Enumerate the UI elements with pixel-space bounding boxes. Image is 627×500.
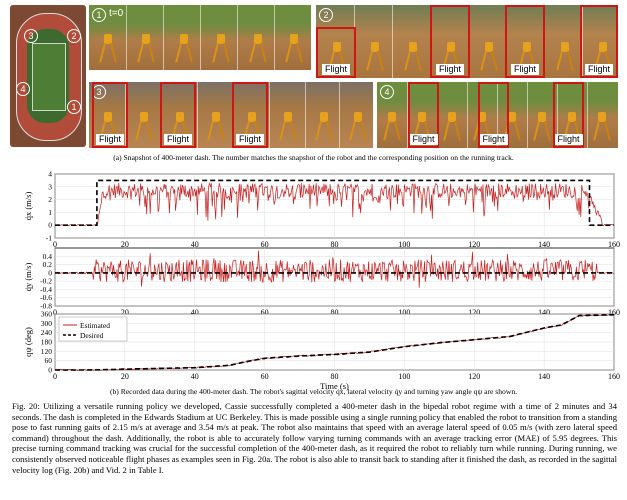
- flight-label: Flight: [435, 64, 465, 75]
- estimated-series-line: [54, 182, 615, 227]
- y-tick-label: 300: [41, 319, 53, 328]
- flight-label: Flight: [554, 134, 583, 145]
- x-tick-label: 0: [53, 240, 57, 249]
- desired-series-line: [55, 314, 615, 371]
- flight-box: Flight: [160, 82, 196, 148]
- flight-box: Flight: [478, 82, 509, 148]
- x-tick-label: 20: [121, 240, 129, 249]
- y-tick-label: 4: [48, 170, 52, 179]
- y-axis-label: qψ (deg): [23, 327, 33, 357]
- flight-label: Flight: [95, 134, 125, 145]
- x-tick-label: 80: [331, 372, 339, 381]
- x-tick-label: 120: [468, 372, 480, 381]
- flight-box: Flight: [430, 5, 470, 78]
- y-tick-label: -0.2: [40, 277, 52, 286]
- map-marker-4: 4: [16, 82, 30, 96]
- estimated-series-line: [54, 250, 615, 288]
- x-axis-label: Time (s): [320, 381, 349, 391]
- y-tick-label: 360: [41, 310, 53, 319]
- x-tick-label: 120: [468, 240, 480, 249]
- y-tick-label: 0.4: [43, 252, 53, 261]
- x-tick-label: 40: [191, 308, 199, 317]
- x-tick-label: 20: [121, 372, 129, 381]
- x-tick-label: 140: [538, 308, 550, 317]
- y-tick-label: 3: [48, 182, 52, 191]
- x-tick-label: 40: [191, 372, 199, 381]
- x-tick-label: 160: [608, 308, 620, 317]
- flight-box: Flight: [580, 5, 618, 78]
- y-axis-label: q̇x (m/s): [23, 192, 33, 221]
- flight-box: Flight: [232, 82, 268, 148]
- flight-label: Flight: [409, 134, 438, 145]
- flight-box: Flight: [92, 82, 128, 148]
- map-marker-3: 3: [24, 29, 38, 43]
- legend-label: Estimated: [80, 321, 110, 330]
- x-tick-label: 60: [261, 240, 269, 249]
- snapshot-panel-4: 4 Flight Flight Flight: [377, 82, 618, 148]
- x-tick-label: 20: [121, 308, 129, 317]
- y-tick-label: 60: [45, 356, 53, 365]
- legend-label: Desired: [80, 331, 104, 340]
- y-tick-label: 120: [41, 347, 53, 356]
- track-map: 3 2 4 1: [10, 5, 86, 147]
- map-marker-2: 2: [67, 29, 81, 43]
- flight-label: Flight: [510, 64, 540, 75]
- y-tick-label: 0.2: [43, 260, 53, 269]
- flight-box: Flight: [505, 5, 545, 78]
- flight-label: Flight: [235, 134, 265, 145]
- y-tick-label: 0: [48, 268, 52, 277]
- y-tick-label: 0: [48, 366, 52, 375]
- y-tick-label: 180: [41, 338, 53, 347]
- y-tick-label: -1: [46, 234, 52, 243]
- x-tick-label: 160: [608, 240, 620, 249]
- x-tick-label: 60: [261, 308, 269, 317]
- x-tick-label: 120: [468, 308, 480, 317]
- desired-series-line: [55, 179, 614, 227]
- x-tick-label: 0: [53, 308, 57, 317]
- panel-1-number: 1: [92, 8, 106, 22]
- flight-label: Flight: [321, 64, 351, 75]
- snapshot-panel-3: 3 Flight Flight Flight: [89, 82, 373, 148]
- x-tick-label: 40: [191, 240, 199, 249]
- x-tick-label: 160: [608, 372, 620, 381]
- panel-4-number: 4: [380, 85, 394, 99]
- y-tick-label: -0.4: [40, 285, 52, 294]
- x-tick-label: 80: [331, 240, 339, 249]
- figure-caption-paragraph: Fig. 20: Utilizing a versatile running p…: [12, 401, 617, 475]
- x-tick-label: 140: [538, 240, 550, 249]
- y-tick-label: 1: [48, 208, 52, 217]
- panel-1-time-label: t=0: [109, 8, 124, 19]
- flight-label: Flight: [479, 134, 508, 145]
- x-tick-label: 100: [398, 308, 410, 317]
- x-tick-label: 100: [398, 372, 410, 381]
- x-tick-label: 140: [538, 372, 550, 381]
- y-tick-label: -0.6: [40, 293, 52, 302]
- field-rect: [32, 43, 66, 111]
- flight-box: Flight: [553, 82, 584, 148]
- y-tick-label: 0: [48, 221, 52, 230]
- snapshot-panel-2: 2 Flight Flight Flight Flight: [316, 5, 618, 78]
- panel-2-number: 2: [319, 8, 333, 22]
- y-tick-label: 2: [48, 195, 52, 204]
- flight-box: Flight: [408, 82, 439, 148]
- chart-caption: (b) Recorded data during the 400-meter d…: [109, 387, 518, 396]
- y-tick-label: -0.8: [40, 302, 52, 311]
- y-tick-label: 240: [41, 328, 53, 337]
- x-tick-label: 60: [261, 372, 269, 381]
- x-tick-label: 100: [398, 240, 410, 249]
- legend-box: [58, 316, 128, 342]
- snapshot-panel-1: 1 t=0: [89, 5, 311, 70]
- snapshot-caption: (a) Snapshot of 400-meter dash. The numb…: [113, 153, 514, 162]
- map-marker-1: 1: [67, 100, 81, 114]
- x-tick-label: 0: [53, 372, 57, 381]
- x-tick-label: 80: [331, 308, 339, 317]
- flight-label: Flight: [163, 134, 193, 145]
- flight-box: Flight: [316, 27, 356, 78]
- y-axis-label: q̇y (m/s): [23, 263, 33, 292]
- flight-label: Flight: [584, 64, 614, 75]
